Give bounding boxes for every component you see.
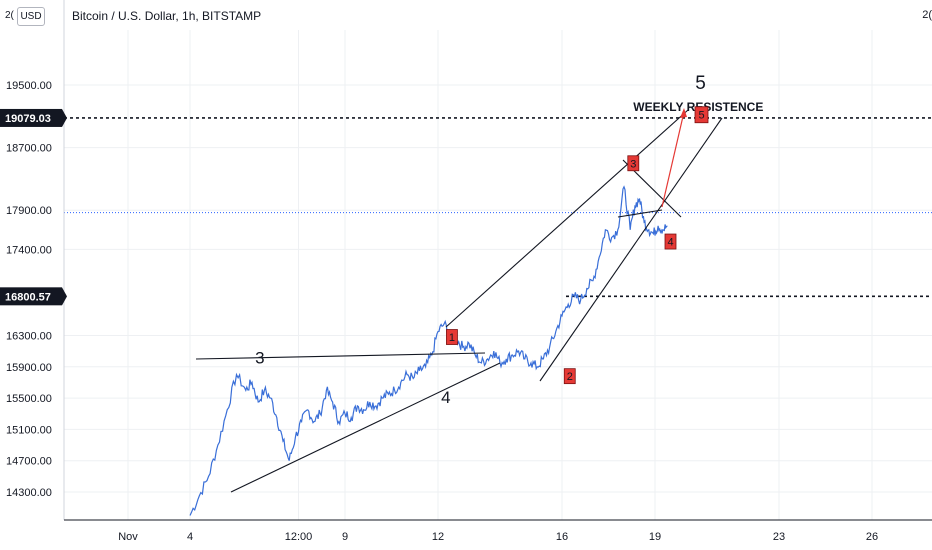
- x-tick-label: 12: [432, 531, 444, 543]
- y-tick-label: 15100.00: [6, 424, 52, 436]
- y-tick-label: 15500.00: [6, 393, 52, 405]
- wave-box: [627, 155, 640, 172]
- x-tick-label: 26: [866, 531, 878, 543]
- price-tag-pointer: [62, 108, 67, 127]
- trendline: [617, 209, 663, 218]
- projection-arrowhead: [680, 108, 687, 118]
- price-line: [189, 185, 668, 516]
- wave-box: [694, 106, 709, 124]
- wave-box-label: 2: [567, 371, 573, 383]
- symbol-title: Bitcoin / U.S. Dollar, 1h, BITSTAMP: [72, 9, 262, 23]
- top-right-fragment: 2(: [922, 9, 932, 21]
- x-tick-label: Nov: [118, 531, 138, 543]
- trendlines: [195, 108, 723, 493]
- wave-box: [664, 233, 677, 250]
- trendline: [230, 362, 501, 493]
- y-tick-label: 19500.00: [6, 80, 52, 92]
- wave-box-label: 3: [630, 158, 636, 170]
- x-tick-label: 23: [773, 531, 785, 543]
- price-tag-label: 16800.57: [5, 291, 51, 303]
- y-tick-label: 16300.00: [6, 330, 52, 342]
- y-tick-label: 14300.00: [6, 487, 52, 499]
- price-tag: [0, 287, 62, 306]
- wave-label: 4: [441, 388, 450, 407]
- y-tick-label: 14700.00: [6, 456, 52, 468]
- price-series-line: [189, 185, 668, 516]
- x-tick-label: 12:00: [285, 531, 313, 543]
- price-tag-label: 19079.03: [5, 113, 51, 125]
- wave-label: 5: [695, 73, 706, 94]
- trendline: [539, 117, 723, 382]
- currency-prefix: 2(: [5, 10, 14, 21]
- wave-label: 3: [255, 349, 264, 368]
- projection-arrow: [661, 111, 685, 208]
- trendline: [195, 352, 486, 360]
- y-tick-label: 18700.00: [6, 143, 52, 155]
- price-tag-pointer: [62, 287, 67, 306]
- x-tick-label: 16: [556, 531, 568, 543]
- wave-box-label: 1: [449, 332, 455, 344]
- y-tick-label: 15900.00: [6, 362, 52, 374]
- x-tick-label: 4: [187, 531, 193, 543]
- currency-button[interactable]: USD: [17, 7, 45, 26]
- wave-box-label: 4: [667, 237, 673, 249]
- wave-box: [563, 368, 576, 385]
- x-tick-label: 9: [342, 531, 348, 543]
- x-tick-label: 19: [649, 531, 661, 543]
- grid: [64, 30, 932, 520]
- y-tick-label: 17900.00: [6, 205, 52, 217]
- price-tag: [0, 108, 62, 127]
- trendline: [445, 109, 689, 328]
- y-tick-label: 17400.00: [6, 244, 52, 256]
- wave-box: [446, 329, 458, 345]
- wave-box-label: 5: [698, 110, 704, 122]
